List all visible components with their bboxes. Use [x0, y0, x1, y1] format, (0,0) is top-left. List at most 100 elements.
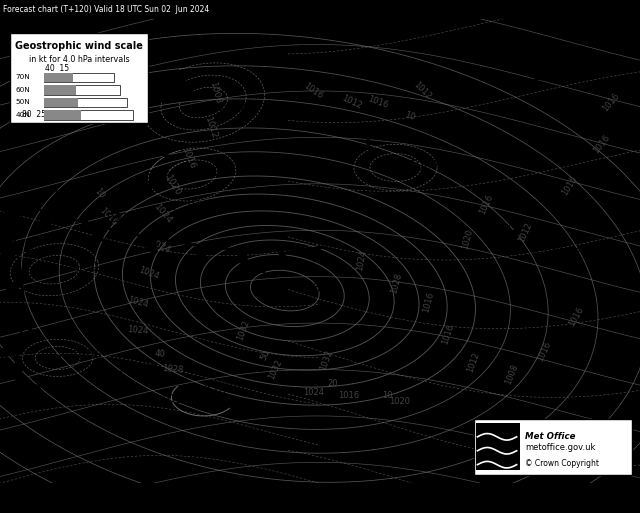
Text: 1020: 1020 — [195, 384, 227, 397]
Text: 1016: 1016 — [422, 291, 436, 313]
Circle shape — [1, 222, 19, 235]
Circle shape — [28, 385, 40, 394]
Text: 1024: 1024 — [355, 249, 368, 271]
Text: 1016: 1016 — [366, 95, 389, 110]
Polygon shape — [1, 349, 18, 357]
Bar — [44, 98, 127, 107]
Text: 1009: 1009 — [67, 261, 99, 274]
Text: 40: 40 — [154, 349, 166, 359]
Text: © Crown Copyright: © Crown Copyright — [525, 459, 599, 468]
Polygon shape — [276, 250, 289, 263]
Text: 1016: 1016 — [567, 305, 585, 327]
Text: 1016: 1016 — [338, 390, 360, 400]
Text: L: L — [364, 135, 376, 153]
Text: 1016: 1016 — [160, 393, 191, 406]
Text: 1016: 1016 — [440, 323, 456, 346]
Text: 50N: 50N — [15, 99, 30, 105]
Text: 1008: 1008 — [208, 81, 222, 106]
Bar — [44, 85, 76, 95]
Text: L: L — [161, 143, 172, 161]
Text: 1020: 1020 — [460, 228, 474, 251]
Text: in kt for 4.0 hPa intervals: in kt for 4.0 hPa intervals — [29, 55, 129, 64]
Text: 1022: 1022 — [99, 212, 131, 225]
Text: 1016: 1016 — [478, 193, 495, 216]
Text: 1004: 1004 — [216, 103, 248, 116]
Text: 10: 10 — [92, 186, 106, 200]
Text: 1032: 1032 — [319, 349, 334, 372]
Text: 50: 50 — [259, 349, 272, 362]
Bar — [476, 423, 520, 470]
Text: Forecast chart (T+120) Valid 18 UTC Sun 02  Jun 2024: Forecast chart (T+120) Valid 18 UTC Sun … — [3, 5, 209, 14]
Text: L: L — [172, 80, 184, 98]
Text: 1016: 1016 — [302, 81, 325, 101]
Text: L: L — [23, 238, 35, 256]
Text: 20: 20 — [328, 379, 338, 388]
Text: 1028: 1028 — [162, 364, 184, 375]
Text: 60N: 60N — [15, 87, 30, 92]
Circle shape — [16, 376, 29, 385]
Text: 1016: 1016 — [591, 133, 612, 155]
Polygon shape — [236, 250, 248, 263]
Text: 1024: 1024 — [152, 202, 174, 226]
Text: 80  25  10: 80 25 10 — [22, 110, 60, 119]
Text: 1020: 1020 — [168, 377, 188, 385]
Polygon shape — [0, 222, 10, 230]
Polygon shape — [6, 282, 22, 290]
Text: H: H — [252, 259, 267, 277]
Text: H: H — [138, 175, 154, 193]
Text: L: L — [116, 370, 127, 388]
Bar — [44, 110, 81, 120]
Text: 1020: 1020 — [163, 174, 182, 198]
Text: 10: 10 — [382, 390, 392, 400]
Polygon shape — [145, 239, 157, 252]
Polygon shape — [194, 246, 207, 260]
Text: 10: 10 — [403, 111, 416, 123]
Polygon shape — [1, 251, 18, 259]
Text: 1016: 1016 — [98, 206, 120, 227]
Text: 1028: 1028 — [390, 272, 404, 295]
Text: 70N: 70N — [15, 74, 30, 80]
Text: 1012: 1012 — [516, 221, 533, 244]
Text: 1024: 1024 — [127, 325, 148, 336]
Text: 1037: 1037 — [298, 282, 330, 295]
Text: 1024: 1024 — [126, 295, 149, 309]
Bar — [474, 419, 632, 475]
Text: 1012: 1012 — [412, 81, 433, 102]
Bar — [10, 33, 148, 124]
Text: H: H — [504, 224, 520, 242]
Circle shape — [10, 363, 23, 372]
Text: 1020: 1020 — [390, 398, 410, 406]
Text: L: L — [26, 326, 38, 344]
Text: 1004: 1004 — [205, 166, 237, 179]
Bar — [44, 110, 133, 120]
Text: metoffice.gov.uk: metoffice.gov.uk — [525, 443, 595, 451]
Bar — [44, 73, 73, 82]
Polygon shape — [38, 213, 51, 227]
Text: 1007: 1007 — [408, 159, 440, 172]
Text: 1012: 1012 — [340, 94, 364, 111]
Text: 1016: 1016 — [180, 146, 197, 171]
Bar — [44, 85, 120, 95]
Bar — [44, 98, 79, 107]
Text: 1032: 1032 — [236, 319, 251, 342]
Text: 1016: 1016 — [601, 91, 621, 113]
Text: 1006: 1006 — [70, 349, 102, 362]
Text: L: L — [151, 361, 163, 379]
Text: 1024: 1024 — [303, 388, 324, 397]
Text: 1023: 1023 — [184, 198, 216, 211]
Text: 1016: 1016 — [536, 340, 552, 362]
Text: H: H — [53, 189, 68, 207]
Bar — [44, 73, 114, 82]
Text: 1012: 1012 — [466, 351, 481, 374]
Text: 40  15: 40 15 — [45, 65, 70, 73]
Text: Geostrophic wind scale: Geostrophic wind scale — [15, 41, 143, 51]
Text: 40N: 40N — [15, 112, 30, 117]
Polygon shape — [6, 315, 22, 324]
Text: 1024: 1024 — [148, 238, 172, 255]
Text: 1024: 1024 — [137, 265, 160, 281]
Circle shape — [0, 258, 11, 270]
Text: 1016: 1016 — [560, 175, 579, 198]
Text: 1008: 1008 — [504, 363, 520, 386]
Circle shape — [4, 205, 22, 218]
Text: 1032: 1032 — [267, 358, 284, 381]
